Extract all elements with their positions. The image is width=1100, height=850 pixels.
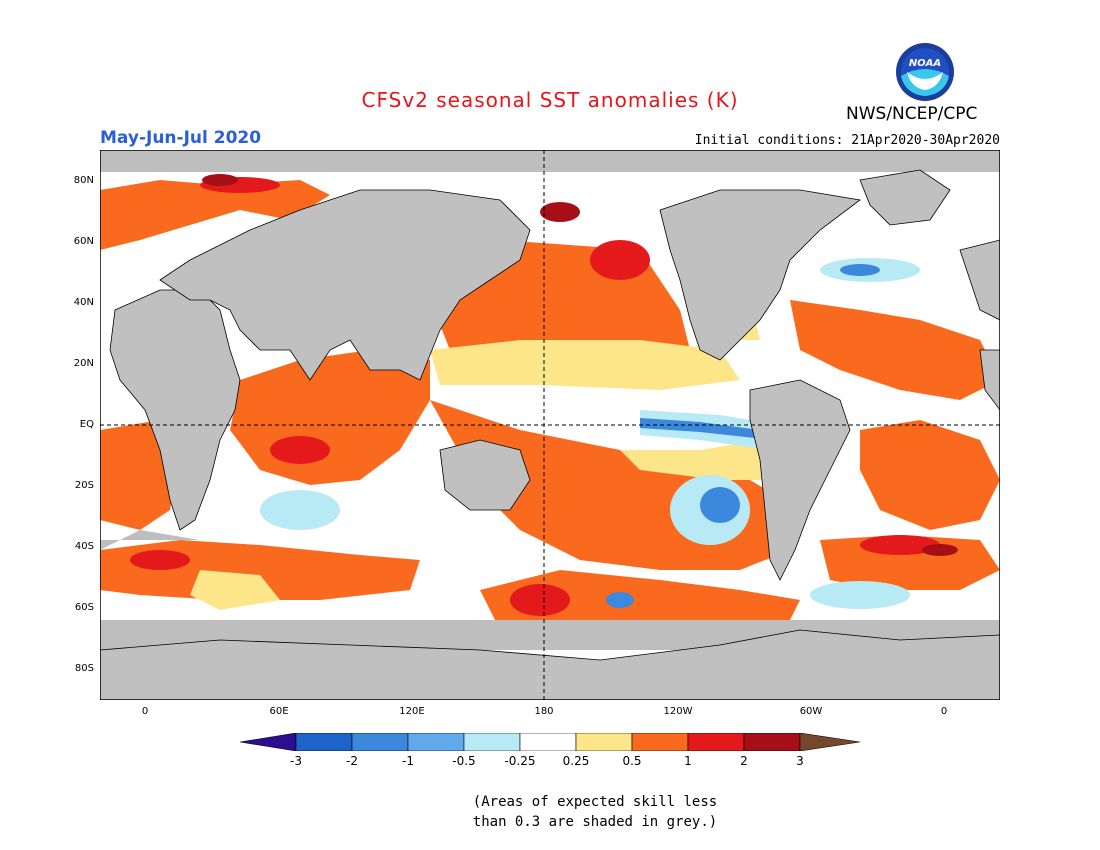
lon-label: 120W — [663, 706, 693, 717]
initial-conditions: Initial conditions: 21Apr2020-30Apr2020 — [694, 133, 1000, 148]
map-title: CFSv2 seasonal SST anomalies (K) — [361, 88, 739, 112]
skill-note-line2: than 0.3 are shaded in grey.) — [472, 814, 718, 830]
colorbar-bin — [743, 733, 801, 751]
colorbar-bin — [351, 733, 409, 751]
colorbar-label: -2 — [346, 754, 358, 768]
colorbar-bin — [519, 733, 577, 751]
lat-label: 80N — [73, 175, 94, 186]
colorbar-label: -1 — [402, 754, 414, 768]
very-strong-warm-regions — [202, 174, 958, 556]
forecast-period: May-Jun-Jul 2020 — [100, 128, 262, 148]
colorbar-bin — [295, 733, 353, 751]
colorbar-bin — [463, 733, 521, 751]
skill-note: (Areas of expected skill less than 0.3 a… — [430, 792, 760, 832]
lat-label: EQ — [79, 419, 94, 430]
colorbar-label: 2 — [740, 754, 748, 768]
colorbar — [240, 733, 861, 751]
noaa-logo: NOAA — [896, 43, 954, 101]
colorbar-bin — [631, 733, 689, 751]
colorbar-label: 0.5 — [622, 754, 642, 768]
lon-label: 180 — [534, 706, 554, 717]
colorbar-bin — [407, 733, 465, 751]
lat-label: 40N — [73, 297, 94, 308]
colorbar-bin — [575, 733, 633, 751]
colorbar-min-triangle — [240, 733, 297, 751]
lat-label: 40S — [74, 541, 94, 552]
sst-anomaly-map — [99, 149, 1001, 701]
lat-label: 20S — [74, 480, 94, 491]
skill-note-line1: (Areas of expected skill less — [472, 794, 718, 810]
colorbar-label: 0.25 — [562, 754, 590, 768]
svg-text:NOAA: NOAA — [909, 58, 941, 69]
lon-label: 120E — [399, 706, 425, 717]
lon-label: 60E — [269, 706, 289, 717]
lat-label: 80S — [74, 663, 94, 674]
strong-warm-regions — [130, 177, 940, 616]
lon-label: 0 — [141, 706, 149, 717]
lat-label: 20N — [73, 358, 94, 369]
colorbar-bin — [687, 733, 745, 751]
lat-label: 60S — [74, 602, 94, 613]
colorbar-max-triangle — [799, 733, 861, 751]
colorbar-label: 3 — [796, 754, 804, 768]
colorbar-label: -0.25 — [504, 754, 536, 768]
colorbar-label: 1 — [684, 754, 692, 768]
colorbar-label: -0.5 — [452, 754, 476, 768]
land-masses — [100, 169, 1000, 700]
lon-label: 0 — [940, 706, 948, 717]
lon-label: 60W — [799, 706, 823, 717]
map-canvas — [99, 149, 1001, 701]
agency-label: NWS/NCEP/CPC — [846, 104, 978, 124]
lat-label: 60N — [73, 236, 94, 247]
cold-regions — [606, 264, 880, 608]
colorbar-label: -3 — [290, 754, 302, 768]
